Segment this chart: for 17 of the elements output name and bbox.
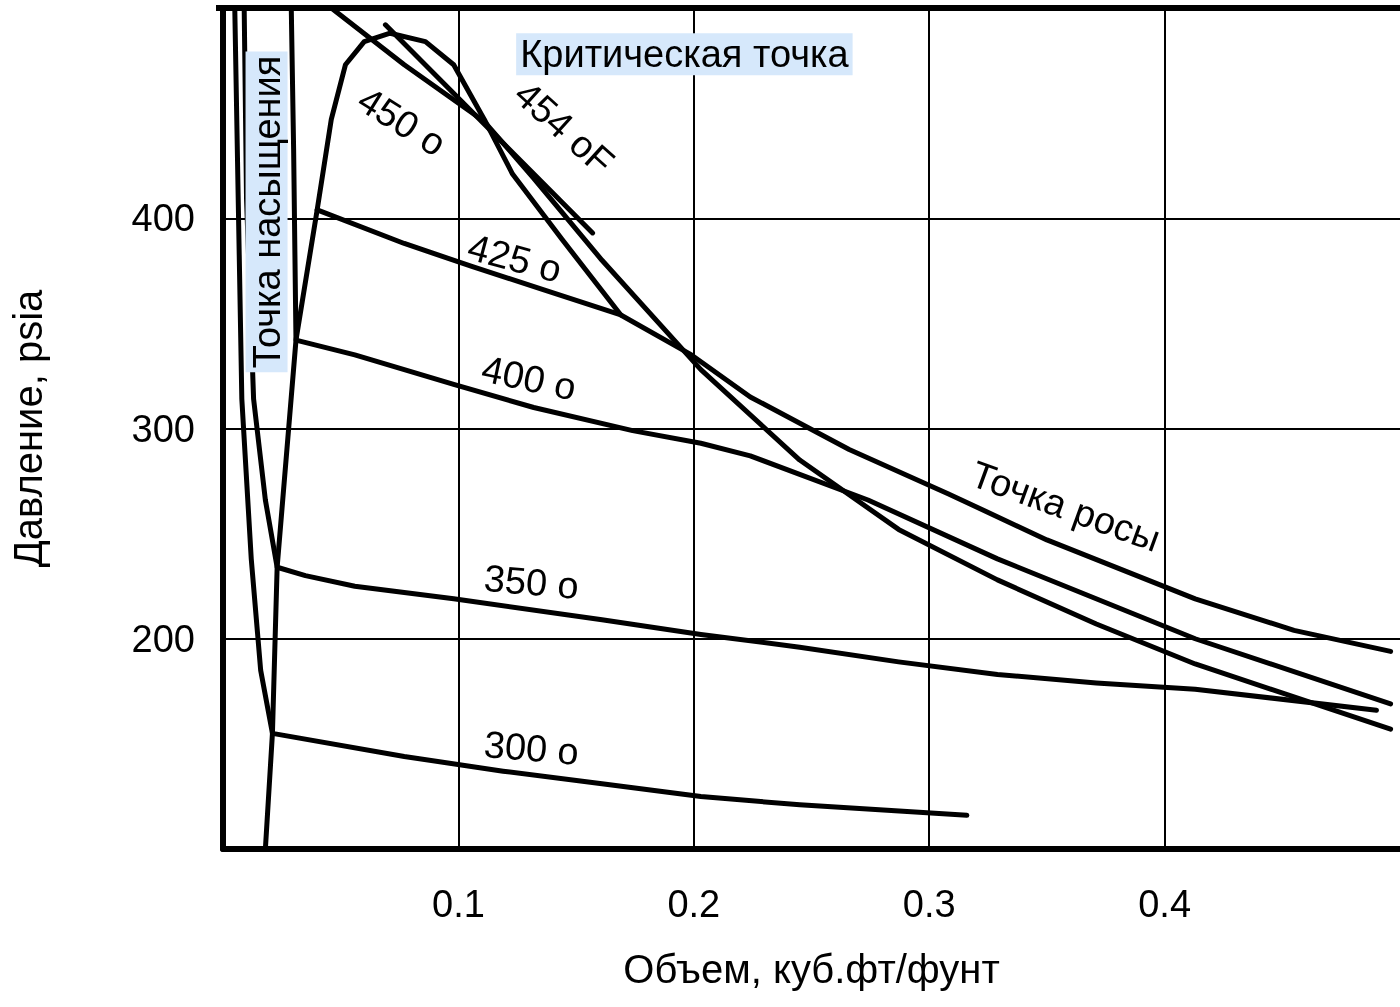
annotation: Точка насыщения — [245, 55, 288, 369]
x-axis-title: Объем, куб.фт/фунт — [623, 947, 1000, 991]
x-tick-label: 0.1 — [431, 883, 485, 925]
annotation: 450 o — [350, 78, 454, 165]
annotation: Точка росы — [965, 452, 1166, 560]
x-tick-label: 0.4 — [1138, 883, 1192, 925]
annotation: 400 o — [478, 347, 580, 409]
y-tick-label: 300 — [131, 407, 195, 450]
y-tick-label: 400 — [131, 197, 195, 240]
annotation: 425 o — [463, 225, 567, 291]
y-axis-title: Давление, psia — [6, 288, 50, 568]
y-tick-label: 200 — [131, 617, 195, 660]
x-tick-label: 0.2 — [667, 883, 721, 925]
annotation: 300 o — [482, 723, 581, 774]
annotation: Критическая точка — [520, 33, 850, 76]
x-tick-label: 0.3 — [902, 883, 956, 925]
annotation: 350 o — [482, 556, 581, 608]
